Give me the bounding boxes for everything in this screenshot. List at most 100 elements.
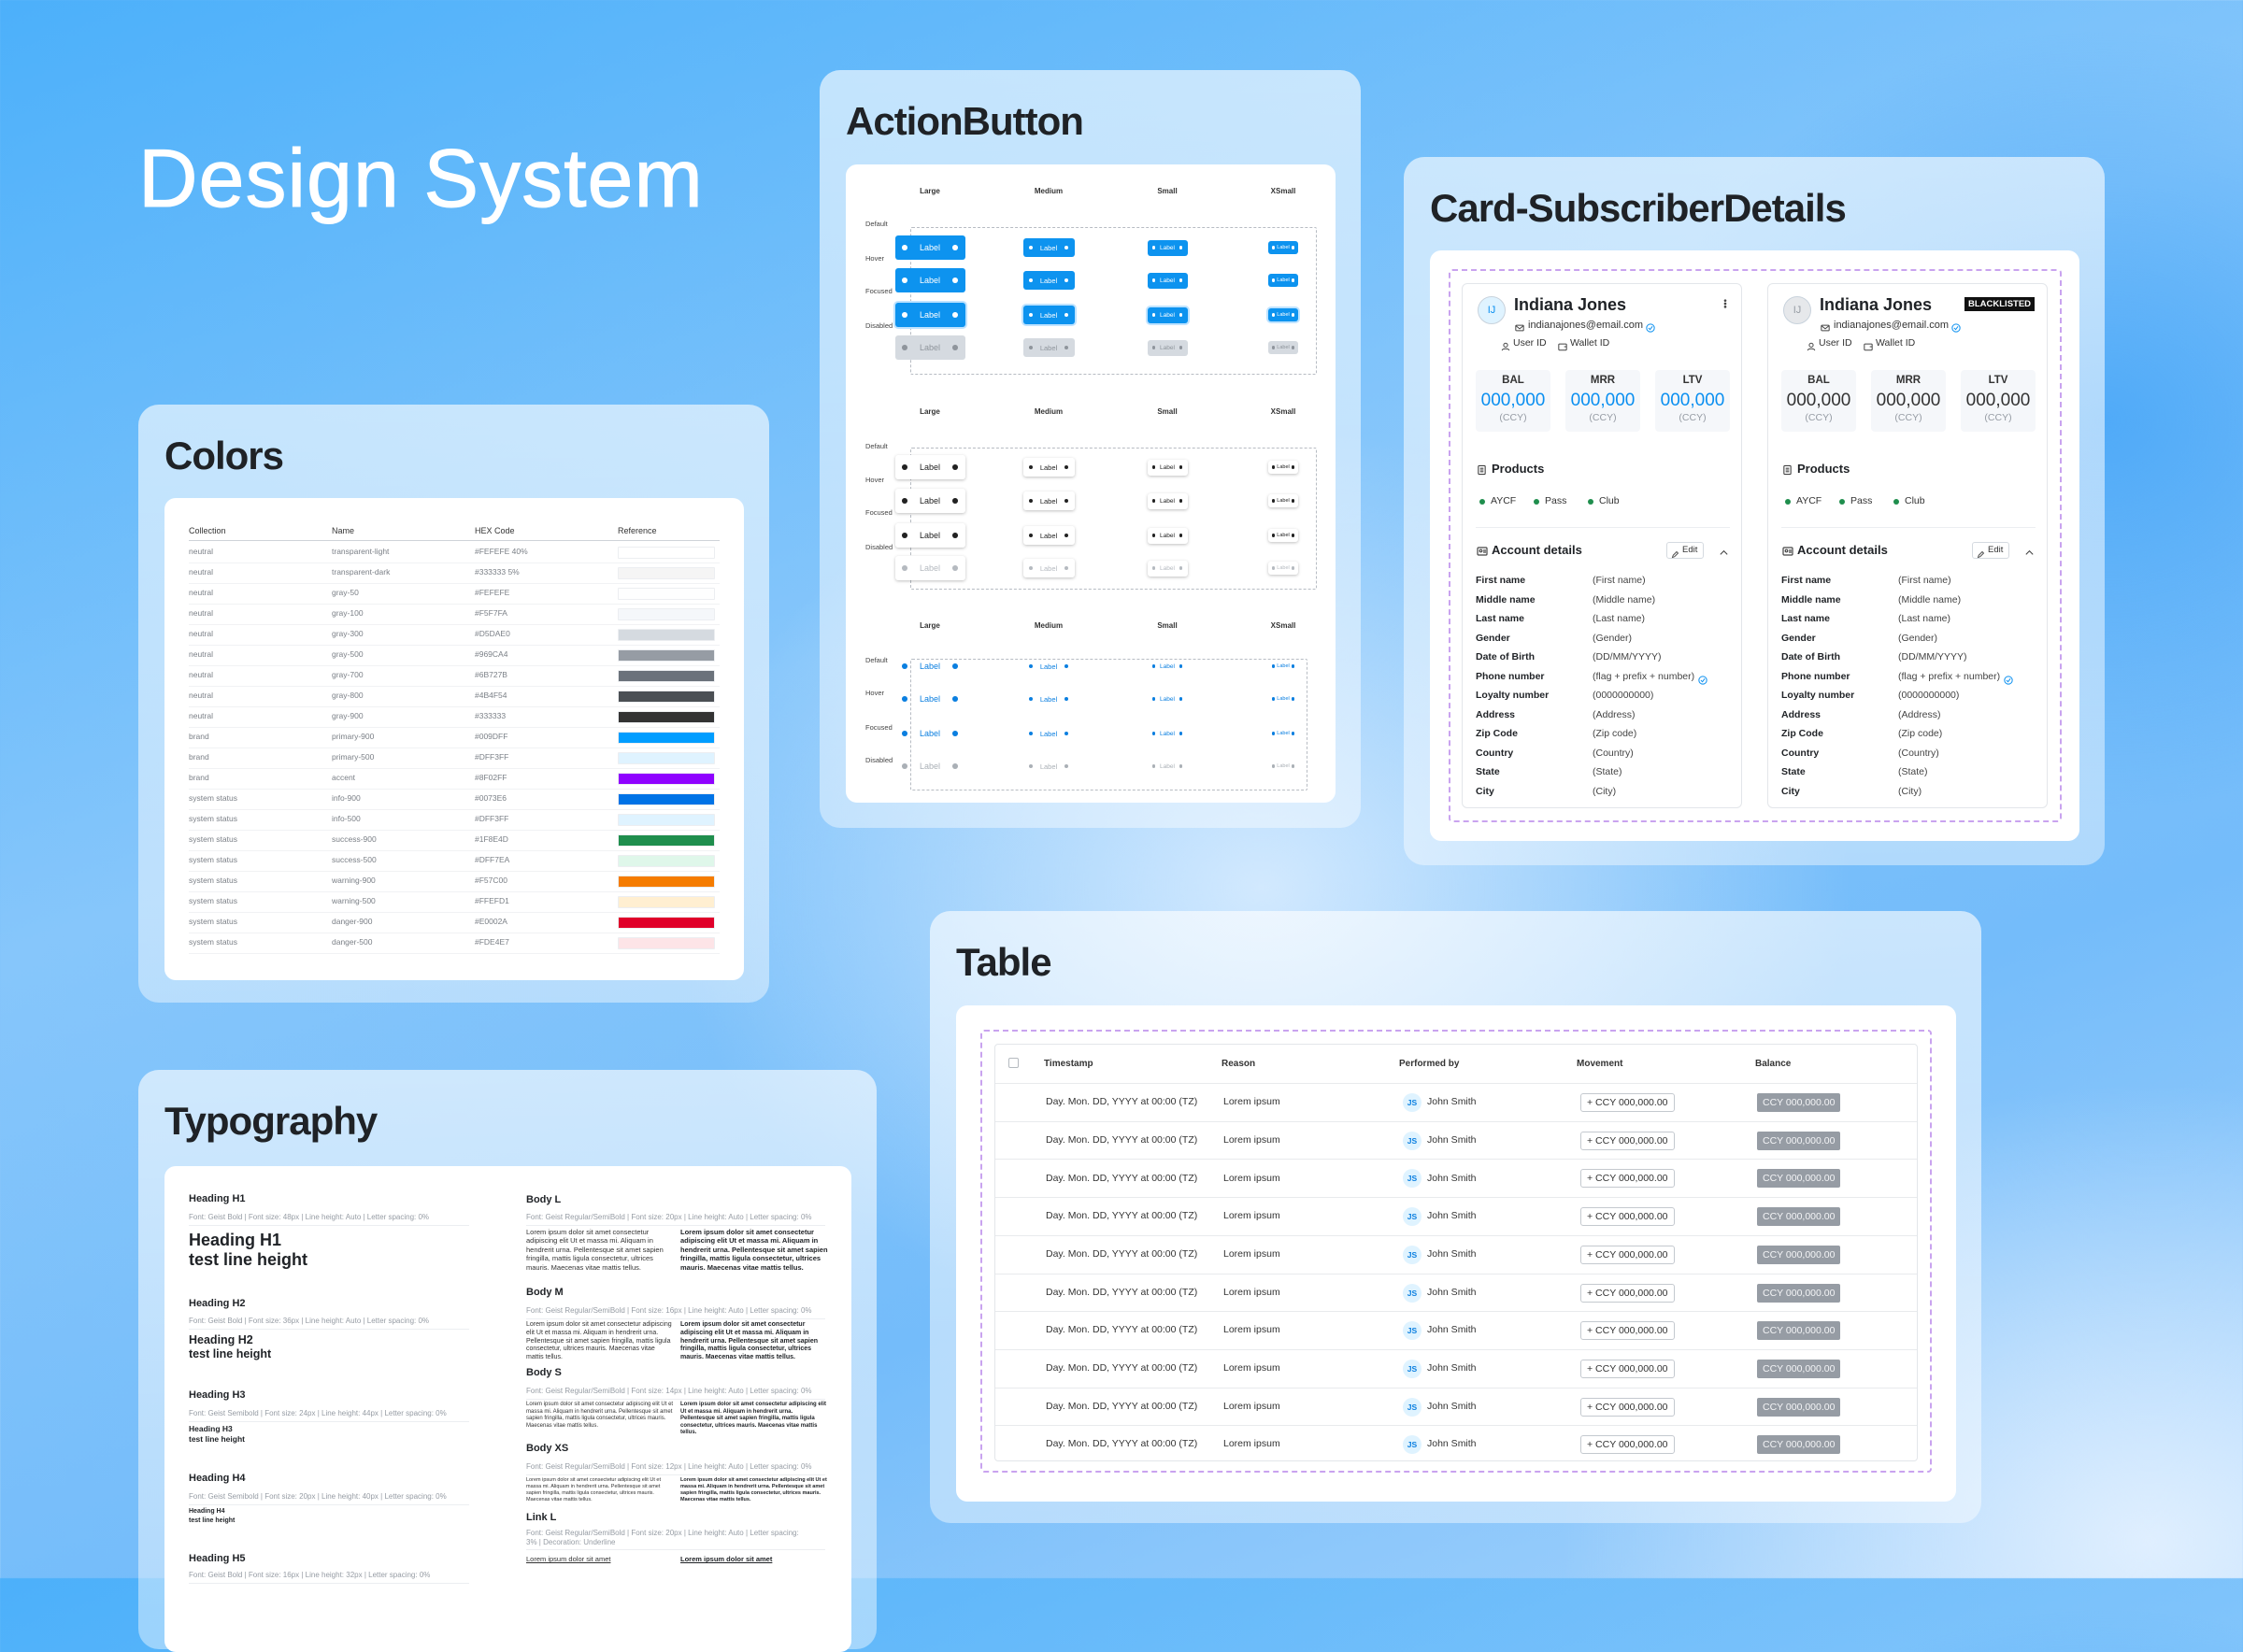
style-spec: Font: Geist Bold | Font size: 48px | Lin…: [189, 1212, 430, 1221]
field-label: Date of Birth: [1476, 651, 1535, 663]
color-cell: transparent-dark: [332, 567, 391, 577]
subscriber-card: IJ Indiana Jones indianajones@email.com Use…: [1462, 283, 1742, 808]
wallet-id: Wallet ID: [1876, 337, 1916, 349]
metric-label: MRR: [1895, 374, 1922, 386]
timestamp: Day. Mon. DD, YYYY at 00:00 (TZ): [1046, 1400, 1198, 1412]
button-dot: [951, 533, 958, 538]
row-divider: [189, 891, 720, 892]
action-button: Label: [1148, 759, 1188, 775]
chip-dot: [1534, 499, 1539, 505]
button-dot: [1272, 278, 1276, 282]
button-dot: [1179, 664, 1183, 668]
field-value: (State): [1898, 766, 1928, 778]
products-icon: [1477, 463, 1487, 476]
balance-badge: CCY 000,000.00: [1757, 1359, 1841, 1378]
performer: John Smith: [1427, 1096, 1477, 1108]
swatch-fill: [619, 814, 714, 825]
column-header: Reference: [618, 526, 657, 536]
style-spec: Font: Geist Semibold | Font size: 20px |…: [189, 1491, 447, 1501]
heading-sample: Heading H4: [189, 1508, 225, 1516]
body-sample-semibold: Lorem ipsum dolor sit amet consectetur a…: [680, 1228, 828, 1272]
color-cell: warning-900: [332, 876, 376, 886]
state-label: Hover: [865, 476, 885, 485]
color-cell: #4B4F54: [475, 691, 507, 701]
button-label: Label: [1277, 731, 1290, 736]
panel-title: Typography: [164, 1099, 378, 1143]
state-label: Default: [865, 220, 888, 229]
chip-dot: [1479, 499, 1485, 505]
timestamp: Day. Mon. DD, YYYY at 00:00 (TZ): [1046, 1286, 1198, 1298]
button-dot: [1064, 312, 1069, 318]
colors-panel: Colors Collection Name HEX Code Reference neu…: [138, 405, 769, 1003]
button-dot: [1291, 499, 1294, 503]
color-cell: system status: [189, 876, 237, 886]
verified-icon: [1951, 320, 1961, 333]
avatar: IJ: [1783, 296, 1811, 324]
style-spec: Font: Geist Bold | Font size: 36px | Lin…: [189, 1316, 430, 1325]
field-value: (Middle name): [1593, 593, 1656, 605]
swatch-fill: [619, 711, 714, 722]
movement-badge: + CCY 000,000.00: [1580, 1245, 1675, 1264]
variant-frame: [910, 448, 1317, 590]
table-header: Movement: [1577, 1058, 1623, 1069]
button-dot: [1272, 566, 1276, 570]
color-cell: neutral: [189, 567, 213, 577]
color-cell: danger-500: [332, 937, 373, 947]
color-cell: #0073E6: [475, 793, 507, 804]
row-divider: [189, 583, 720, 584]
action-button: Label: [1022, 526, 1075, 545]
field-label: City: [1781, 785, 1800, 797]
button-dot: [1028, 345, 1033, 350]
heading-sample: Heading H1: [189, 1231, 282, 1250]
button-dot: [902, 345, 908, 350]
verified-icon: [1646, 320, 1655, 333]
button-label: Label: [919, 343, 941, 352]
metric-value: 000,000: [1660, 390, 1725, 410]
color-cell: #8F02FF: [475, 773, 507, 783]
row-divider: [189, 624, 720, 625]
colors-table: Collection Name HEX Code Reference neutral tr…: [164, 498, 744, 980]
style-name: Heading H2: [189, 1297, 246, 1309]
action-button: Label: [1022, 458, 1075, 477]
color-cell: info-900: [332, 793, 361, 804]
color-cell: primary-500: [332, 752, 375, 762]
color-cell: transparent-light: [332, 547, 390, 557]
action-button: Label: [895, 687, 965, 711]
button-dot: [1151, 246, 1156, 249]
state-label: Disabled: [865, 756, 893, 765]
row-divider: [189, 912, 720, 913]
performer: John Smith: [1427, 1210, 1477, 1222]
color-cell: #F57C00: [475, 876, 507, 886]
button-dot: [1272, 246, 1276, 249]
field-value: (Zip code): [1593, 728, 1637, 740]
field-label: Gender: [1781, 632, 1816, 644]
button-label: Label: [1160, 497, 1175, 505]
timestamp: Day. Mon. DD, YYYY at 00:00 (TZ): [1046, 1438, 1198, 1450]
user-avatar: JS: [1403, 1397, 1422, 1417]
button-label: Label: [1160, 344, 1175, 351]
action-button: Label: [1023, 690, 1075, 708]
swatch-fill: [619, 917, 714, 928]
button-dot: [951, 696, 958, 702]
movement-badge: + CCY 000,000.00: [1580, 1359, 1675, 1378]
reason: Lorem ipsum: [1223, 1438, 1280, 1450]
button-dot: [1291, 534, 1294, 537]
field-label: City: [1476, 785, 1494, 797]
subscriber-name: Indiana Jones: [1514, 295, 1627, 315]
button-label: Label: [1160, 662, 1175, 670]
metric-unit: (CCY): [1805, 412, 1833, 424]
button-dot: [1151, 278, 1156, 282]
body-sample-semibold: Lorem ipsum dolor sit amet consectetur a…: [680, 1477, 827, 1502]
metric-unit: (CCY): [1589, 412, 1617, 424]
heading-sample: test line height: [189, 1346, 272, 1360]
account-title: Account details: [1492, 542, 1582, 557]
button-dot: [902, 565, 908, 571]
metric-value: 000,000: [1876, 390, 1941, 410]
spec-divider: [189, 1421, 469, 1422]
table-header: Reason: [1222, 1058, 1256, 1069]
row-divider: [189, 727, 720, 728]
timestamp: Day. Mon. DD, YYYY at 00:00 (TZ): [1046, 1247, 1198, 1260]
color-swatch: [618, 648, 715, 662]
action-button: Label: [1147, 306, 1188, 323]
button-label: Label: [1277, 763, 1290, 769]
